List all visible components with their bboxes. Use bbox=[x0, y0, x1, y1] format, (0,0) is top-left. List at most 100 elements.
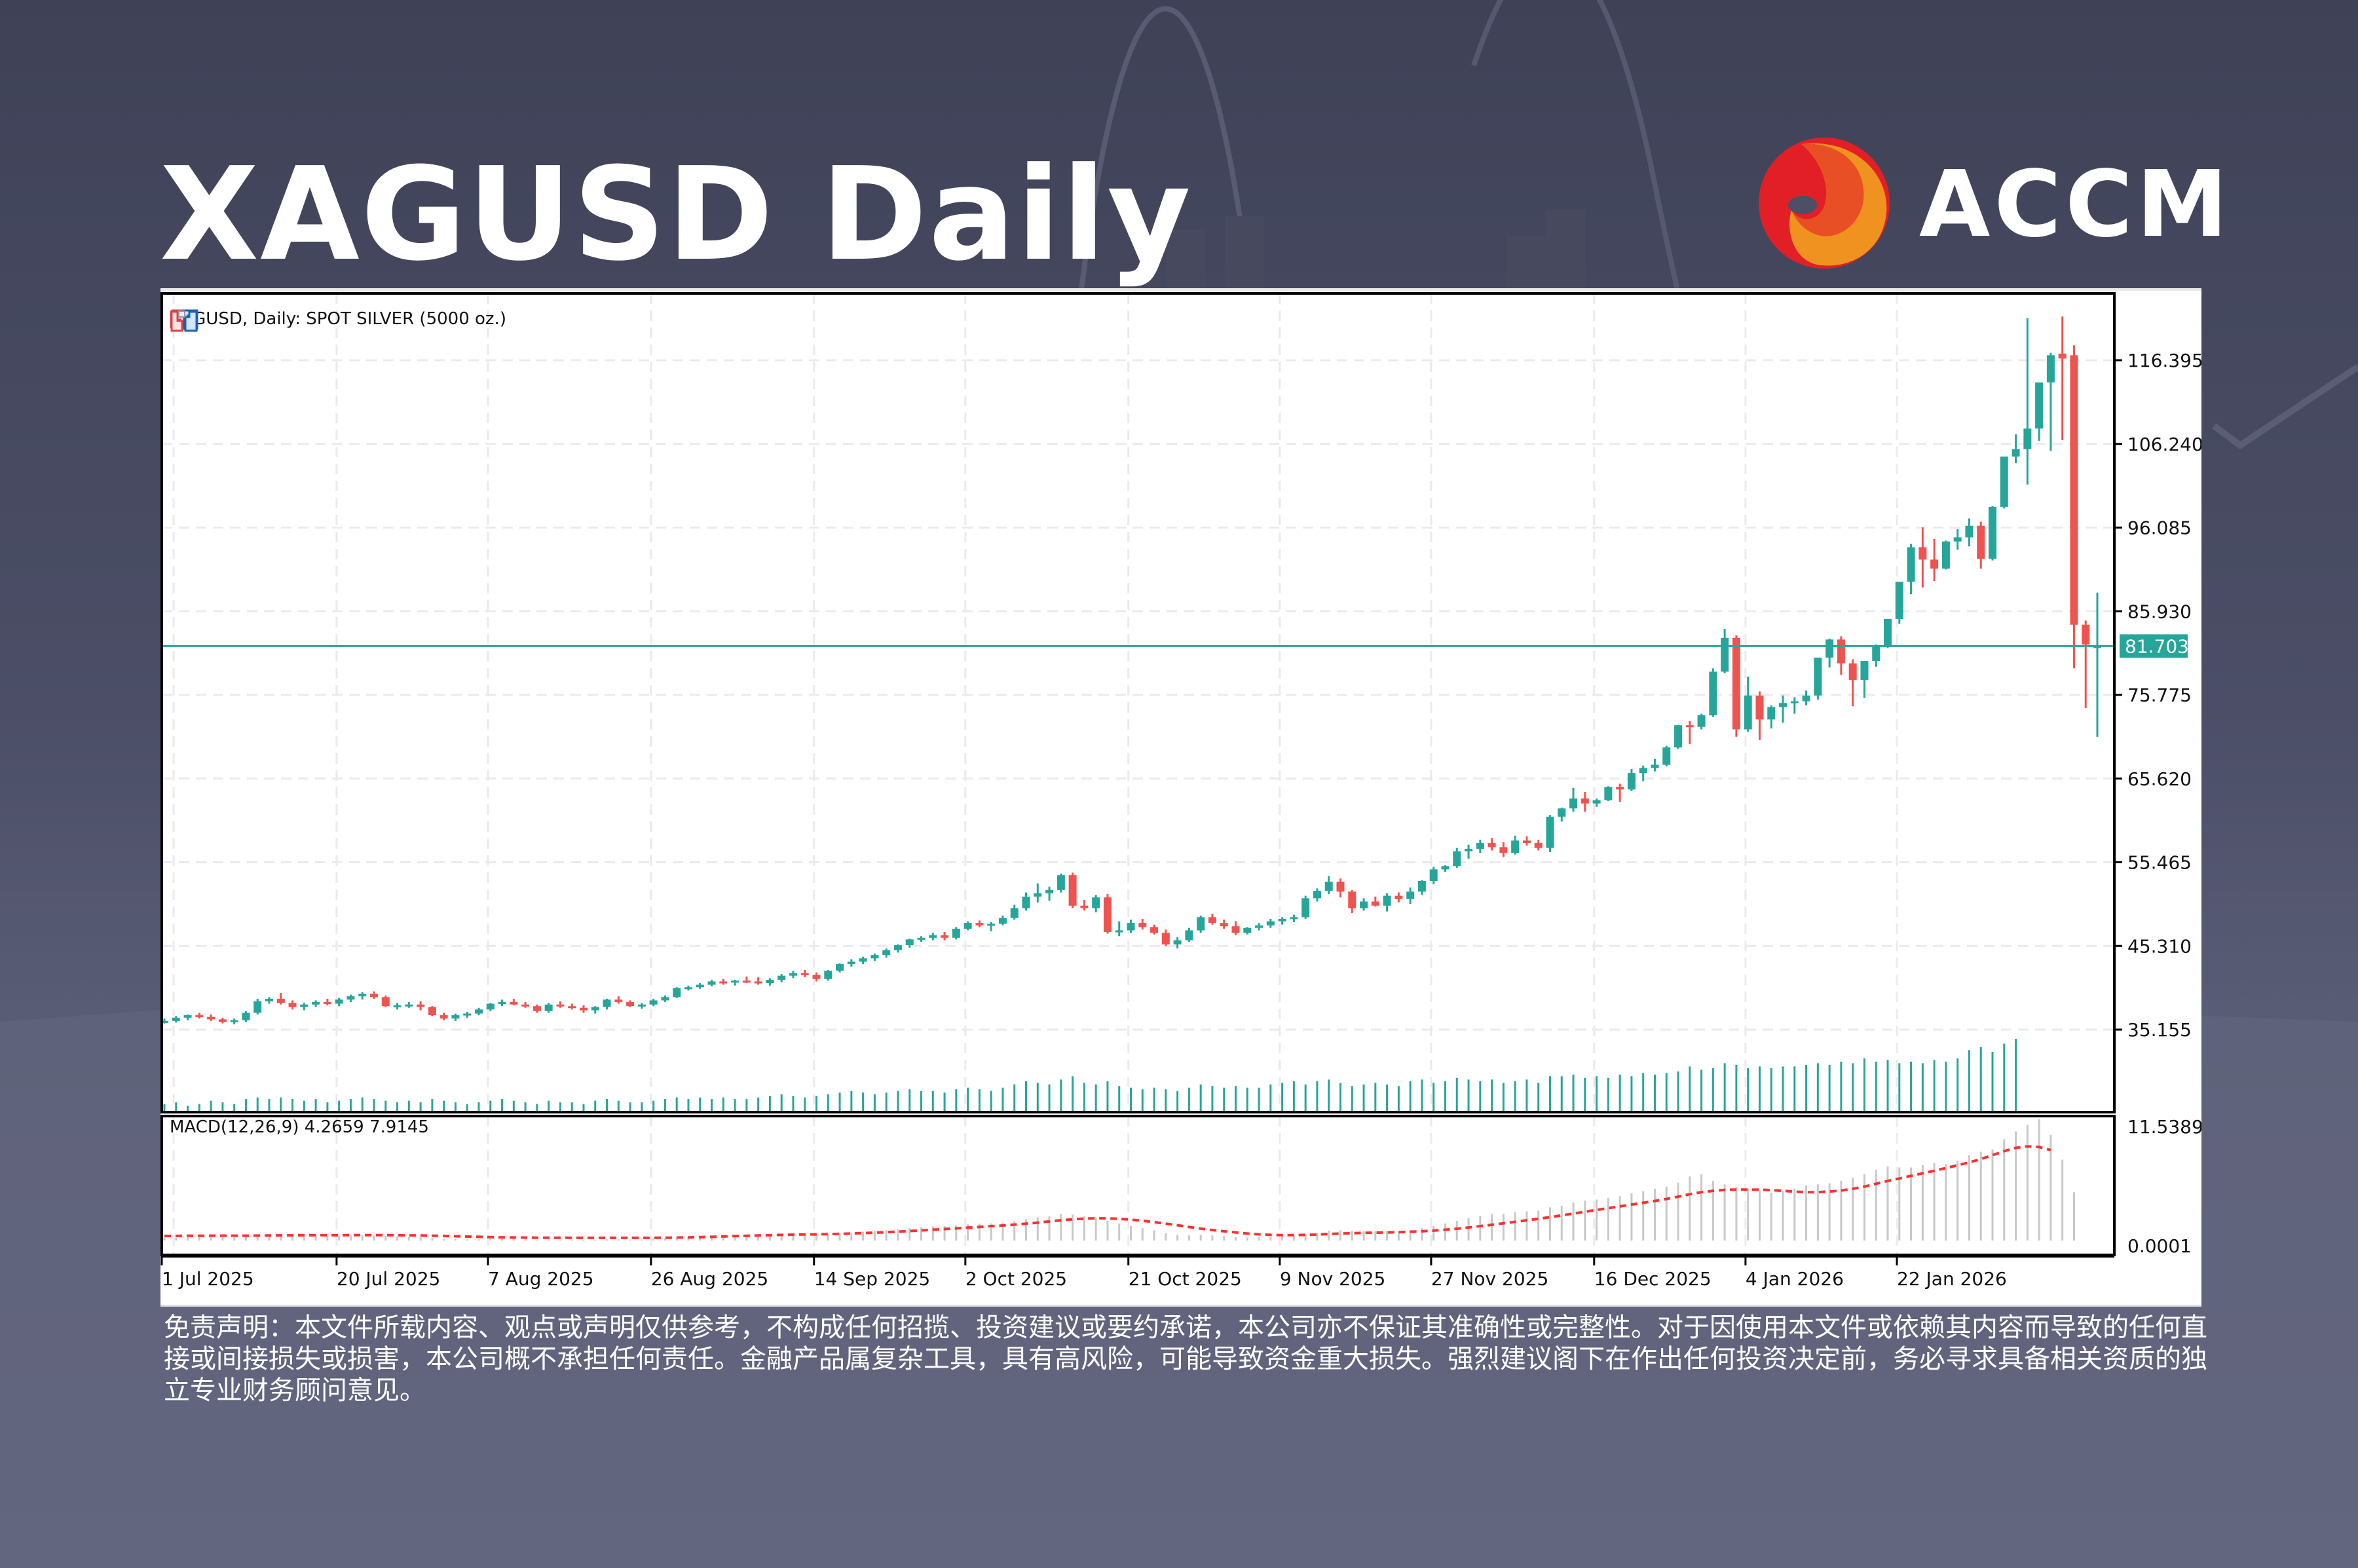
candle-body bbox=[1721, 637, 1729, 672]
candle-body bbox=[1185, 930, 1193, 941]
candle-body bbox=[417, 1004, 425, 1007]
candle-body bbox=[2035, 382, 2044, 429]
candle-body bbox=[847, 961, 855, 965]
candle-body bbox=[1790, 701, 1799, 703]
candle-body bbox=[1278, 918, 1286, 922]
candle-body bbox=[1068, 875, 1077, 906]
candle-body bbox=[929, 935, 937, 938]
candle-body bbox=[1115, 930, 1123, 933]
candle-body bbox=[1057, 875, 1065, 890]
price-axis-label: 106.240 bbox=[2127, 434, 2201, 455]
candle-body bbox=[1266, 921, 1275, 925]
candle-body bbox=[1546, 816, 1554, 848]
macd-pane-frame bbox=[160, 1115, 2116, 1256]
candle-body bbox=[1977, 525, 1985, 559]
candle-body bbox=[1848, 663, 1857, 681]
candle-body bbox=[242, 1013, 250, 1020]
candle-body bbox=[696, 984, 704, 988]
price-chart[interactable]: 116.395 106.240 96.085 85.930 75.775 65.620 55… bbox=[160, 291, 2201, 1305]
candle-body bbox=[1884, 618, 1892, 647]
candle-body bbox=[393, 1005, 402, 1007]
candle-body bbox=[1383, 895, 1391, 906]
candle-body bbox=[941, 935, 949, 938]
candle-body bbox=[1744, 695, 1752, 730]
macd-axis-label: 11.5389 bbox=[2127, 1116, 2201, 1138]
candle-body bbox=[463, 1013, 472, 1016]
price-pane-frame bbox=[160, 292, 2116, 1113]
time-axis-label: 7 Aug 2025 bbox=[488, 1268, 594, 1290]
candle-body bbox=[1138, 923, 1147, 927]
candle-body bbox=[1941, 541, 1950, 569]
candle-body bbox=[253, 1001, 262, 1013]
candle-body bbox=[521, 1004, 530, 1007]
candle-body bbox=[1814, 658, 1822, 696]
candle-body bbox=[183, 1015, 192, 1018]
candle-body bbox=[1371, 901, 1379, 906]
candle-body bbox=[2012, 449, 2020, 457]
candle-body bbox=[1465, 848, 1473, 851]
candle-body bbox=[265, 998, 273, 1001]
candle-body bbox=[1825, 639, 1834, 658]
price-axis-label: 75.775 bbox=[2127, 684, 2192, 706]
candle-body bbox=[870, 955, 879, 959]
candle-body bbox=[323, 1001, 331, 1004]
candle-body bbox=[2046, 355, 2055, 383]
chart-type-icon[interactable] bbox=[170, 309, 198, 333]
candle-body bbox=[1488, 843, 1496, 848]
time-axis-label: 21 Oct 2025 bbox=[1129, 1268, 1242, 1290]
candle-body bbox=[626, 1001, 635, 1007]
candle-body bbox=[1558, 808, 1566, 817]
candle-body bbox=[1837, 639, 1845, 663]
candle-body bbox=[2023, 428, 2032, 449]
time-axis-label: 14 Sep 2025 bbox=[814, 1268, 930, 1290]
candle-body bbox=[1476, 843, 1484, 849]
candle-body bbox=[637, 1004, 646, 1007]
candle-body bbox=[1522, 840, 1531, 844]
candle-body bbox=[1860, 661, 1869, 681]
candle-body bbox=[1208, 917, 1216, 924]
candle-body bbox=[556, 1004, 565, 1007]
candle-body bbox=[1674, 725, 1683, 748]
candle-body bbox=[1604, 787, 1613, 800]
candle-body bbox=[2093, 646, 2101, 648]
candle-body bbox=[2058, 353, 2067, 359]
candle-body bbox=[707, 981, 716, 985]
candle-body bbox=[288, 1003, 297, 1007]
candle-body bbox=[661, 997, 669, 1001]
candle-body bbox=[172, 1017, 180, 1021]
candle-body bbox=[207, 1017, 215, 1020]
chart-legend: XAGUSD, Daily: SPOT SILVER (5000 oz.) bbox=[170, 309, 506, 332]
candle-body bbox=[498, 1001, 506, 1004]
candle-body bbox=[1802, 695, 1810, 701]
time-axis-label: 22 Jan 2026 bbox=[1897, 1268, 2007, 1290]
candle-body bbox=[369, 994, 378, 998]
candle-body bbox=[1651, 764, 1659, 768]
candle-body bbox=[998, 918, 1007, 924]
candle-body bbox=[905, 939, 914, 946]
candle-body bbox=[1685, 725, 1694, 728]
time-axis-label: 20 Jul 2025 bbox=[337, 1268, 440, 1290]
candle-body bbox=[510, 1001, 518, 1005]
price-axis-label: 116.395 bbox=[2127, 350, 2201, 371]
time-axis-label: 26 Aug 2025 bbox=[651, 1268, 768, 1290]
candle-body bbox=[1441, 866, 1450, 870]
time-axis-label: 9 Nov 2025 bbox=[1280, 1268, 1386, 1290]
candle-body bbox=[987, 924, 996, 926]
price-axis-label: 85.930 bbox=[2127, 601, 2192, 622]
candle-body bbox=[346, 996, 355, 1000]
candle-body bbox=[1616, 787, 1624, 790]
candle-body bbox=[1150, 927, 1159, 933]
candle-body bbox=[1010, 908, 1019, 918]
chart-panel[interactable]: 116.395 106.240 96.085 85.930 75.775 65.620 55… bbox=[160, 288, 2201, 1307]
candle-body bbox=[218, 1019, 227, 1022]
candle-body bbox=[1429, 869, 1438, 881]
candle-body bbox=[742, 980, 751, 983]
candle-body bbox=[2082, 624, 2090, 644]
candle-body bbox=[1255, 925, 1263, 928]
candle-body bbox=[1779, 703, 1787, 707]
candle-body bbox=[591, 1007, 599, 1011]
price-axis-label: 45.310 bbox=[2127, 935, 2192, 957]
candle-body bbox=[917, 937, 926, 940]
candle-body bbox=[893, 945, 902, 950]
candle-body bbox=[1965, 525, 1974, 538]
